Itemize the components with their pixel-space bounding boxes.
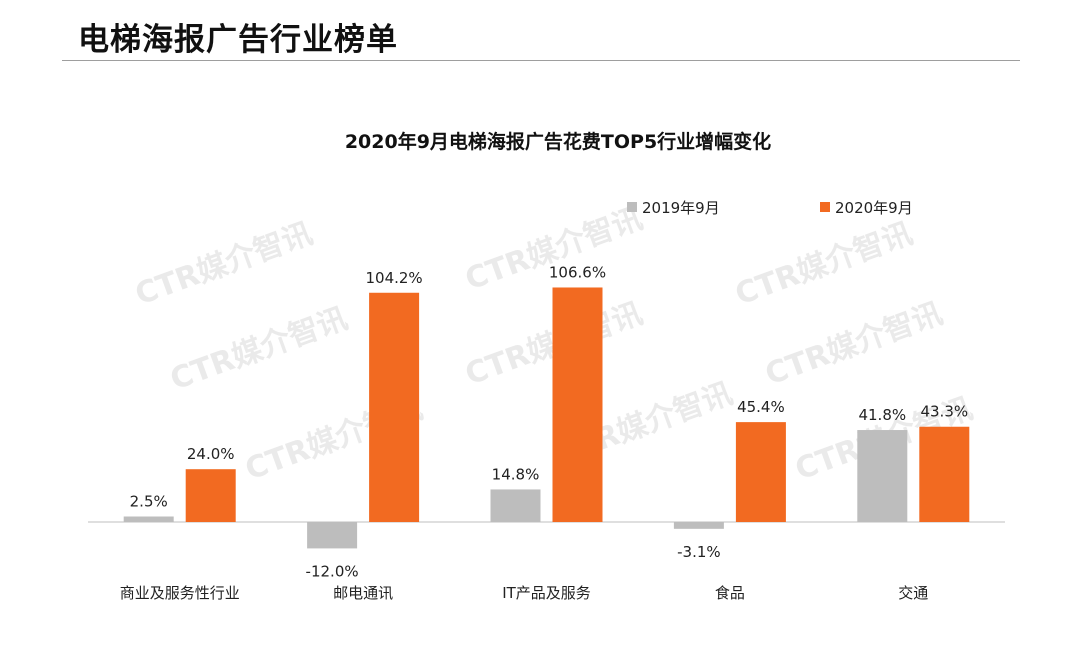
bar-2019-4	[857, 430, 908, 522]
bar-2020-3	[735, 422, 786, 522]
legend-label-2019: 2019年9月	[642, 199, 720, 217]
plot-area: 2.5% 24.0% 商业及服务性行业 -12.0% 104.2% 邮电通讯 14.8% 10…	[88, 263, 1005, 602]
title-divider	[62, 60, 1020, 61]
category-label-3: 食品	[715, 584, 745, 602]
legend-swatch-2020	[820, 202, 830, 212]
chart-title: 2020年9月电梯海报广告花费TOP5行业增幅变化	[345, 130, 771, 153]
watermark-text: CTR媒介智讯	[731, 216, 917, 312]
data-label-2020-0: 24.0%	[187, 445, 235, 463]
data-label-2019-2: 14.8%	[492, 465, 540, 483]
bar-2020-2	[552, 287, 603, 522]
category-label-1: 邮电通讯	[333, 584, 393, 602]
data-label-2019-1: -12.0%	[306, 562, 359, 580]
watermark-text: CTR媒介智讯	[131, 216, 317, 312]
bar-2019-1	[307, 522, 358, 549]
data-label-2019-0: 2.5%	[130, 493, 168, 511]
category-label-0: 商业及服务性行业	[120, 584, 240, 602]
data-label-2020-3: 45.4%	[737, 398, 785, 416]
watermark-text: CTR媒介智讯	[461, 201, 647, 297]
bar-2020-0	[185, 469, 236, 522]
data-label-2020-2: 106.6%	[549, 263, 606, 281]
data-label-2020-1: 104.2%	[365, 269, 422, 287]
bar-2019-0	[123, 516, 174, 522]
data-label-2019-4: 41.8%	[858, 406, 906, 424]
category-label-4: 交通	[898, 584, 928, 602]
legend: 2019年9月 2020年9月	[627, 199, 913, 217]
bar-2019-3	[673, 522, 724, 529]
category-label-2: IT产品及服务	[502, 584, 591, 602]
page-title: 电梯海报广告行业榜单	[78, 22, 398, 58]
data-label-2019-3: -3.1%	[677, 543, 721, 561]
legend-label-2020: 2020年9月	[835, 199, 913, 217]
data-label-2020-4: 43.3%	[920, 403, 968, 421]
bar-2019-2	[490, 489, 541, 522]
watermark-text: CTR媒介智讯	[761, 296, 947, 392]
bar-2020-4	[919, 426, 970, 522]
bar-2020-1	[369, 292, 420, 522]
legend-swatch-2019	[627, 202, 637, 212]
watermark-text: CTR媒介智讯	[166, 301, 352, 397]
